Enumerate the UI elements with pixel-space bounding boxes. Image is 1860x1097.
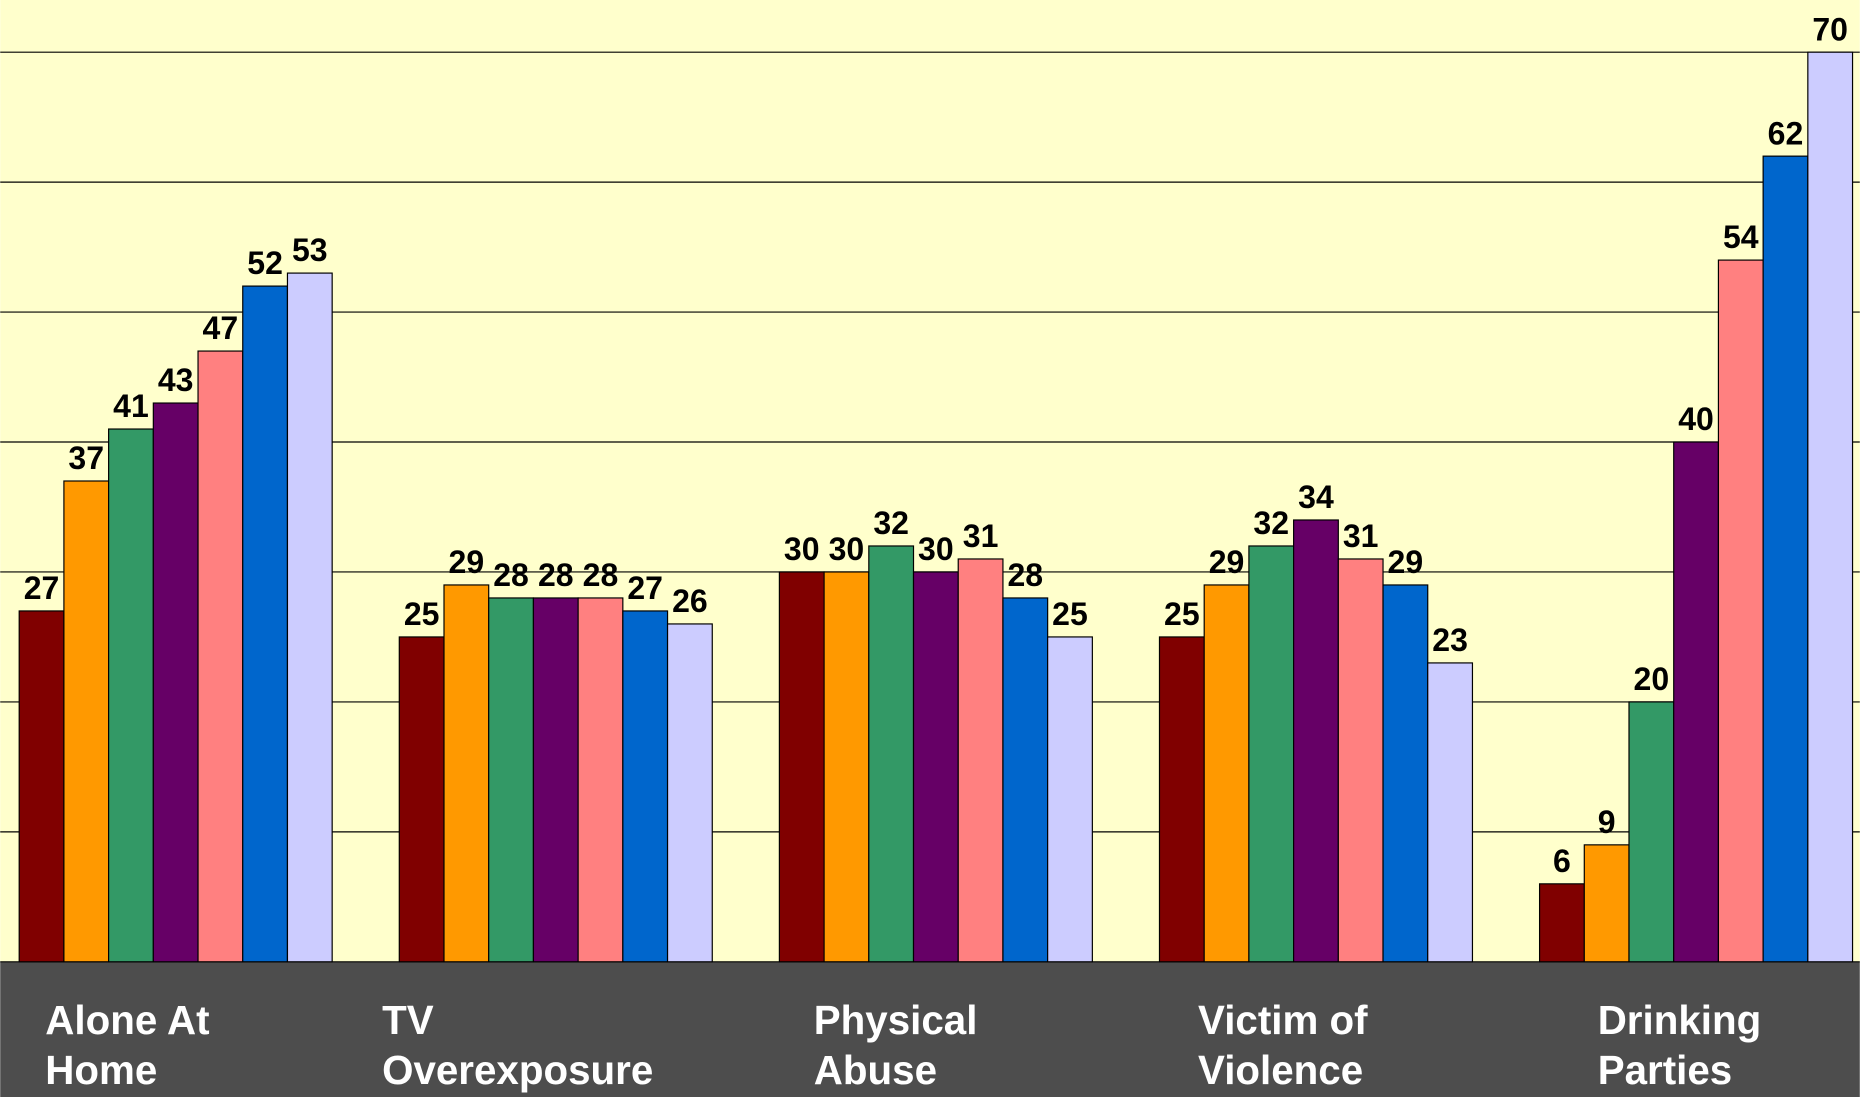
bar [488,597,535,963]
value-label: 41 [113,388,149,424]
bar [1047,636,1093,963]
value-label: 28 [583,557,619,593]
bar [666,623,713,963]
category-label: Physical Abuse [813,998,978,1094]
category-label-box: Victim of Violence [1198,998,1368,1094]
bar [1807,51,1854,963]
bar [1628,701,1675,963]
category-label-box: TV Overexposure [382,998,654,1094]
value-label: 29 [1209,544,1245,580]
bar [778,571,825,963]
bar [1158,636,1205,963]
value-label: 23 [1432,622,1468,658]
bar [957,558,1004,963]
bar [242,285,289,963]
bar [577,597,624,963]
value-label: 26 [672,583,708,619]
value-label: 30 [918,531,954,567]
category-label: Drinking Parties [1597,998,1762,1094]
value-label: 31 [963,518,999,554]
value-label: 27 [24,570,60,606]
value-label: 28 [538,557,574,593]
bar [18,610,65,963]
bar [912,571,959,963]
value-label: 32 [873,505,909,541]
bar [868,545,915,963]
bar [286,272,333,963]
value-label: 54 [1723,219,1759,255]
bar [1538,883,1585,963]
bar [532,597,579,963]
value-label: 43 [158,362,194,398]
value-label: 9 [1598,804,1616,840]
bar [1762,155,1809,963]
value-label: 40 [1678,401,1714,437]
bar [1673,441,1720,963]
bar [108,428,154,963]
bar [1002,597,1049,963]
value-label: 62 [1768,115,1804,151]
value-label: 20 [1634,661,1670,697]
category-label-box: Drinking Parties [1597,998,1762,1094]
bar [1427,662,1474,963]
value-label: 25 [1052,596,1088,632]
bar [398,636,445,963]
bar [1717,259,1764,963]
value-label: 28 [493,557,529,593]
value-label: 32 [1253,505,1289,541]
value-label: 53 [292,232,328,268]
bar [63,480,110,963]
value-label: 52 [247,245,283,281]
bar [443,584,490,963]
bar [152,402,199,963]
value-label: 28 [1007,557,1043,593]
value-label: 47 [203,310,239,346]
bar [1337,558,1384,963]
bar [1382,584,1429,963]
category-label: Victim of Violence [1198,998,1368,1094]
value-label: 30 [829,531,865,567]
category-label: TV Overexposure [382,998,654,1094]
category-label-box: Physical Abuse [813,998,978,1094]
bar [1293,519,1339,963]
value-label: 27 [627,570,663,606]
bar [823,571,870,963]
value-label: 37 [68,440,104,476]
value-label: 29 [449,544,485,580]
value-label: 30 [784,531,820,567]
bar [1248,545,1295,963]
value-label: 29 [1388,544,1424,580]
category-band [0,961,1860,1097]
category-label-box: Alone At Home [45,998,210,1094]
category-label: Alone At Home [45,998,210,1094]
value-label: 6 [1553,843,1571,879]
value-label: 25 [404,596,440,632]
value-label: 31 [1343,518,1379,554]
bar [197,350,244,963]
bar [1203,584,1250,963]
bar [622,610,669,963]
value-label: 34 [1298,479,1334,515]
value-label: 70 [1812,11,1848,47]
bar [1583,844,1630,963]
value-label: 25 [1164,596,1200,632]
